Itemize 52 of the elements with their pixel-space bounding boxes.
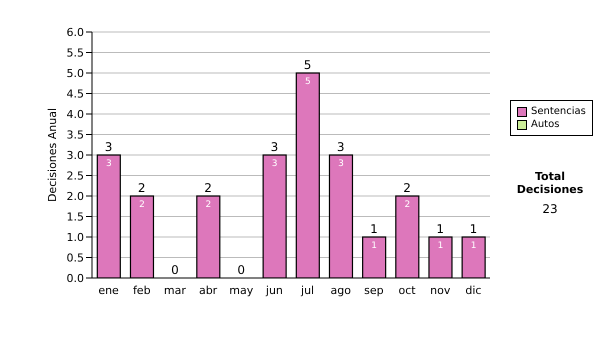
legend-label: Autos — [531, 118, 560, 131]
data-label: 3 — [272, 159, 278, 169]
total-label: 0 — [237, 263, 246, 277]
y-tick-label: 0.0 — [66, 272, 84, 285]
x-tick-label: oct — [398, 284, 416, 297]
x-tick-label: nov — [430, 284, 451, 297]
data-label: 2 — [404, 200, 410, 210]
y-tick-label: 3.5 — [66, 128, 84, 142]
data-label: 3 — [338, 159, 344, 169]
y-tick-label: 4.5 — [66, 87, 84, 100]
y-tick-label: 1.5 — [66, 210, 84, 224]
x-tick-label: jun — [264, 284, 283, 297]
total-label: 3 — [336, 140, 345, 154]
x-tick-label: ago — [330, 284, 352, 297]
y-tick-label: 2.0 — [66, 190, 84, 203]
total-label: 1 — [370, 222, 378, 236]
text: Total Decisiones — [516, 170, 584, 196]
data-label: 3 — [106, 159, 112, 169]
text: 23 — [541, 202, 559, 216]
total-label: 2 — [138, 181, 146, 195]
y-tick-label: 6.0 — [66, 26, 84, 39]
total-label: 1 — [436, 222, 444, 236]
total-label: 1 — [470, 222, 478, 236]
y-axis-title: Decisiones Anual — [46, 108, 59, 202]
x-tick-label: sep — [364, 284, 384, 297]
total-label: 3 — [270, 140, 278, 154]
y-tick-label: 3.0 — [66, 148, 84, 162]
y-tick-label: 0.5 — [66, 251, 84, 264]
x-tick-label: abr — [198, 284, 218, 297]
data-label: 5 — [304, 77, 311, 87]
total-label: 3 — [104, 140, 112, 154]
total-label: 5 — [304, 58, 312, 72]
x-tick-label: feb — [132, 284, 151, 297]
x-tick-label: ene — [98, 284, 120, 297]
total-label: 0 — [171, 263, 179, 277]
x-tick-label: jul — [300, 284, 314, 297]
total-label: 2 — [403, 181, 411, 195]
data-label: 1 — [371, 241, 378, 251]
data-label: 1 — [470, 241, 477, 251]
y-tick-label: 1.0 — [66, 230, 84, 244]
y-tick-label: 5.5 — [66, 46, 84, 60]
x-tick-label: may — [229, 284, 254, 297]
x-tick-label: dic — [465, 284, 482, 297]
data-label: 2 — [205, 200, 212, 210]
total-label: 2 — [204, 181, 212, 195]
y-tick-label: 2.5 — [66, 169, 84, 182]
y-tick-label: 5.0 — [66, 66, 84, 80]
x-tick-label: mar — [164, 284, 186, 297]
y-tick-label: 4.0 — [66, 108, 84, 121]
data-label: 1 — [438, 241, 444, 251]
data-label: 2 — [139, 200, 145, 210]
legend-label: Sentencias — [531, 105, 586, 118]
